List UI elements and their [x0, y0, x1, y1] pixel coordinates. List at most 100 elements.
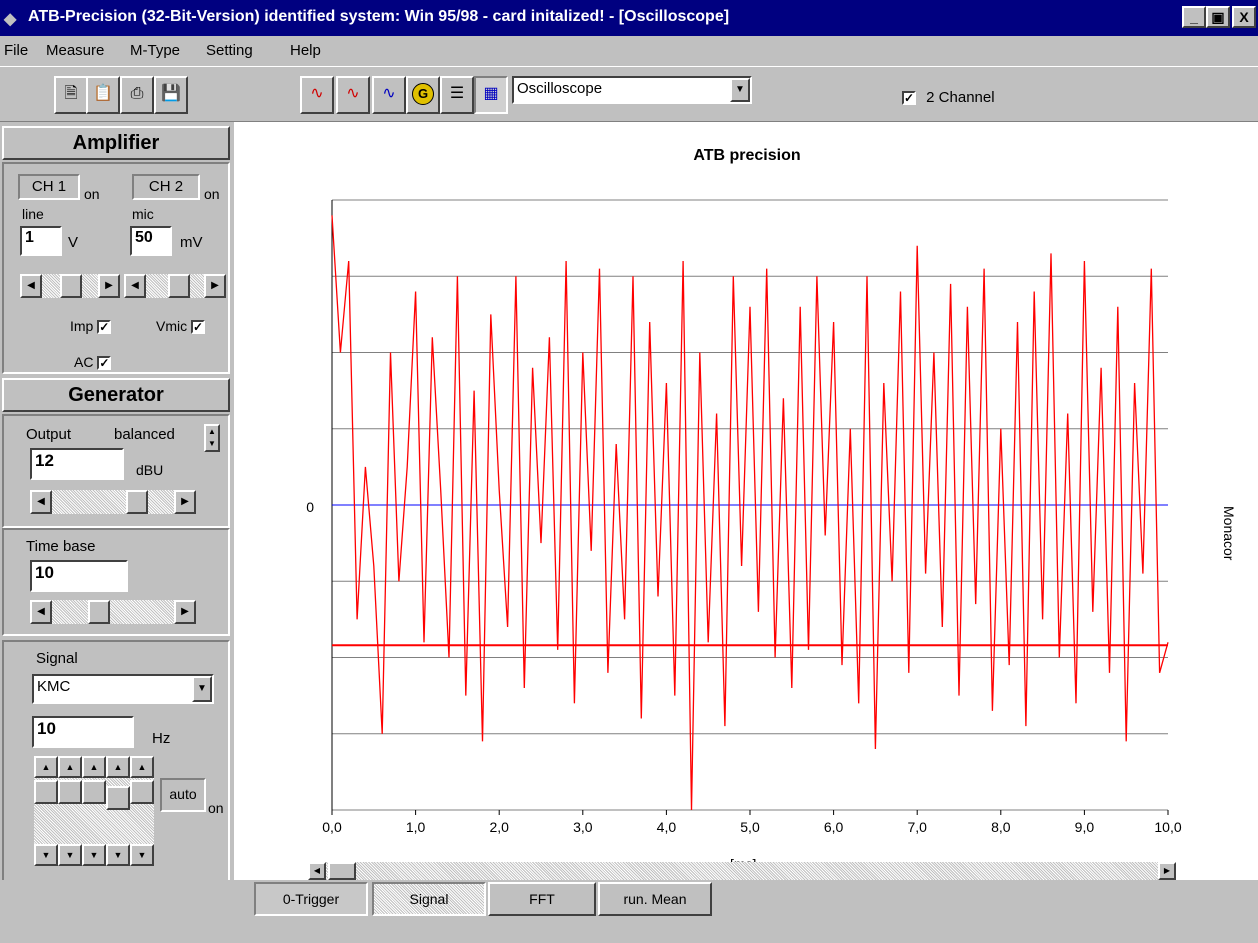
settings-button[interactable]: ☰: [440, 76, 474, 114]
two-channel-label: 2 Channel: [926, 89, 995, 106]
ch1-gain-slider[interactable]: ◀ ▶: [20, 274, 120, 298]
timebase-slider[interactable]: ◀ ▶: [30, 600, 196, 624]
output-slider-right-arrow-icon[interactable]: ▶: [174, 490, 196, 514]
frequency-field[interactable]: 10: [32, 716, 134, 748]
ch2-gain-slider[interactable]: ◀ ▶: [124, 274, 226, 298]
tab-0-trigger[interactable]: 0-Trigger: [254, 882, 368, 916]
measure-m-button[interactable]: ∿: [300, 76, 334, 114]
chevron-down-icon[interactable]: ▼: [730, 78, 750, 102]
ac-toggle[interactable]: AC ✓: [74, 354, 112, 371]
ch1-input-label: line: [22, 206, 44, 222]
ch1-slider-thumb[interactable]: [60, 274, 82, 298]
digit4-down-icon[interactable]: ▼: [106, 844, 130, 866]
digit2-thumb[interactable]: [58, 780, 82, 804]
app-icon: ◆: [4, 11, 17, 28]
output-level-field[interactable]: 12: [30, 448, 124, 480]
wave-m-plus-icon: ∿: [346, 85, 360, 102]
auto-state: on: [208, 800, 224, 816]
two-channel-toggle[interactable]: ✓ 2 Channel: [902, 89, 995, 106]
spin-up-icon[interactable]: ▲: [208, 427, 216, 436]
digit3-down-icon[interactable]: ▼: [82, 844, 106, 866]
mode-dropdown[interactable]: Oscilloscope ▼: [512, 76, 752, 104]
x-tick-label: 9,0: [1075, 819, 1095, 835]
timebase-slider-left-arrow-icon[interactable]: ◀: [30, 600, 52, 624]
wave-m-icon: ∿: [310, 85, 324, 102]
chart-scroll-left-arrow-icon[interactable]: ◀: [308, 862, 326, 880]
timebase-slider-right-arrow-icon[interactable]: ▶: [174, 600, 196, 624]
chart-horizontal-scrollbar[interactable]: ◀ ▶: [308, 862, 1176, 880]
copy-icon: 📋: [93, 85, 113, 102]
ch2-slider-right-arrow-icon[interactable]: ▶: [204, 274, 226, 298]
tab-run-mean[interactable]: run. Mean: [598, 882, 712, 916]
digit2-down-icon[interactable]: ▼: [58, 844, 82, 866]
digit1-thumb[interactable]: [34, 780, 58, 804]
menu-measure[interactable]: Measure: [46, 42, 105, 59]
signal-chevron-down-icon[interactable]: ▼: [192, 676, 212, 702]
minimize-button[interactable]: _: [1182, 6, 1206, 28]
menu-m-type[interactable]: M-Type: [130, 42, 181, 59]
menu-help[interactable]: Help: [290, 42, 321, 59]
measure-dm-button[interactable]: ∿: [372, 76, 406, 114]
timebase-group: [2, 528, 230, 636]
digit1-down-icon[interactable]: ▼: [34, 844, 58, 866]
ch1-slider-right-arrow-icon[interactable]: ▶: [98, 274, 120, 298]
vmic-checkbox[interactable]: ✓: [191, 320, 206, 335]
print-button[interactable]: ⎙: [120, 76, 154, 114]
ch1-slider-left-arrow-icon[interactable]: ◀: [20, 274, 42, 298]
chart-scroll-right-arrow-icon[interactable]: ▶: [1158, 862, 1176, 880]
timebase-field[interactable]: 10: [30, 560, 128, 592]
export-icon: 💾: [161, 85, 181, 102]
output-slider-thumb[interactable]: [126, 490, 148, 514]
spin-down-icon[interactable]: ▼: [208, 439, 216, 448]
digit3-thumb[interactable]: [82, 780, 106, 804]
signal-type-dropdown[interactable]: KMC ▼: [32, 674, 214, 704]
digit5-up-icon[interactable]: ▲: [130, 756, 154, 778]
close-button[interactable]: X: [1232, 6, 1256, 28]
ac-checkbox[interactable]: ✓: [97, 356, 112, 371]
digit4-thumb[interactable]: [106, 786, 130, 810]
imp-checkbox[interactable]: ✓: [97, 320, 112, 335]
menu-file[interactable]: File: [4, 42, 29, 59]
digit2-up-icon[interactable]: ▲: [58, 756, 82, 778]
output-level-slider[interactable]: ◀ ▶: [30, 490, 196, 514]
scope-icon: ▦: [483, 85, 499, 102]
ch2-value-field[interactable]: 50: [130, 226, 172, 256]
ch2-slider-left-arrow-icon[interactable]: ◀: [124, 274, 146, 298]
digit4-up-icon[interactable]: ▲: [106, 756, 130, 778]
ch1-button[interactable]: CH 1: [18, 174, 80, 200]
ch1-unit: V: [68, 234, 79, 251]
ch1-value-field[interactable]: 1: [20, 226, 62, 256]
output-mode-spinner[interactable]: ▲ ▼: [204, 424, 220, 452]
chart-area: ATB precision 0,0 1,0 2,0 3,0 4,0 5,0 6,0 7,0 8,…: [234, 122, 1258, 880]
maximize-button[interactable]: ▣: [1206, 6, 1230, 28]
export-button[interactable]: 💾: [154, 76, 188, 114]
new-file-icon: 🗎: [64, 85, 78, 102]
amplifier-group: [2, 162, 230, 374]
digit3-up-icon[interactable]: ▲: [82, 756, 106, 778]
tab-fft[interactable]: FFT: [488, 882, 596, 916]
ch1-state: on: [84, 186, 100, 202]
auto-button[interactable]: auto: [160, 778, 206, 812]
two-channel-checkbox[interactable]: ✓: [902, 91, 916, 106]
new-file-button[interactable]: 🗎: [54, 76, 88, 114]
menu-setting[interactable]: Setting: [206, 42, 253, 59]
zero-label: 0: [306, 499, 314, 515]
oscilloscope-view-button[interactable]: ▦: [474, 76, 508, 114]
copy-button[interactable]: 📋: [86, 76, 120, 114]
digit5-down-icon[interactable]: ▼: [130, 844, 154, 866]
ch2-button[interactable]: CH 2: [132, 174, 200, 200]
vmic-toggle[interactable]: Vmic ✓: [156, 318, 206, 335]
measure-m-plus-button[interactable]: ∿: [336, 76, 370, 114]
wave-dm-icon: ∿: [382, 85, 396, 102]
tab-signal[interactable]: Signal: [372, 882, 486, 916]
timebase-slider-thumb[interactable]: [88, 600, 110, 624]
output-slider-left-arrow-icon[interactable]: ◀: [30, 490, 52, 514]
ch2-slider-thumb[interactable]: [168, 274, 190, 298]
imp-toggle[interactable]: Imp ✓: [70, 318, 112, 335]
chart-scroll-thumb[interactable]: [328, 862, 356, 880]
generator-button[interactable]: G: [406, 76, 440, 114]
amplifier-header: Amplifier: [2, 126, 230, 160]
digit1-up-icon[interactable]: ▲: [34, 756, 58, 778]
printer-icon: ⎙: [130, 85, 144, 102]
digit5-thumb[interactable]: [130, 780, 154, 804]
